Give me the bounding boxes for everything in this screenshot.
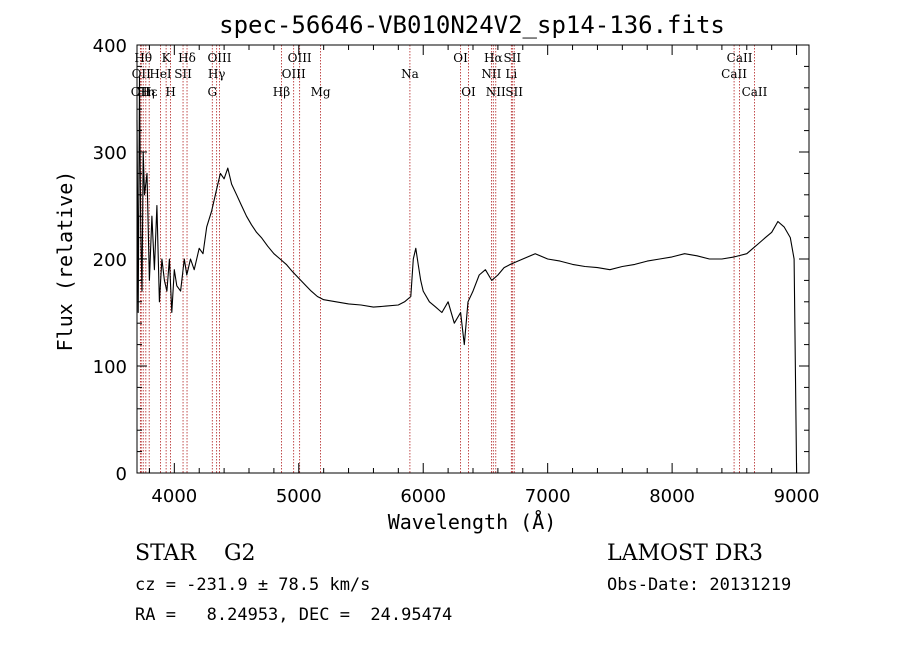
spectrum-series-line	[136, 76, 798, 474]
x-tick-label-5: 9000	[774, 486, 820, 507]
y-axis-ticks: 0 100 200 300 400	[93, 36, 809, 485]
line-label-20: NII	[481, 67, 501, 81]
line-label-10: G	[207, 85, 217, 99]
line-label-19: OI	[461, 85, 476, 99]
line-label-11: Hγ	[208, 67, 226, 81]
line-label-26: CaII	[721, 67, 747, 81]
redshift-velocity: cz = -231.9 ± 78.5 km/s	[135, 575, 370, 595]
line-label-14: OIII	[282, 67, 306, 81]
x-axis-label: Wavelength (Å)	[388, 510, 557, 534]
line-label-12: OIII	[207, 51, 231, 65]
line-label-4: Hε	[141, 85, 158, 99]
line-label-25: SII	[505, 85, 523, 99]
x-tick-label-2: 6000	[400, 486, 446, 507]
line-label-21: Hα	[484, 51, 503, 65]
y-tick-label-4: 400	[93, 36, 127, 57]
line-label-8: SII	[174, 67, 192, 81]
line-label-0: OII	[131, 85, 151, 99]
line-label-16: Mg	[311, 85, 331, 99]
line-label-17: Na	[401, 67, 419, 81]
line-label-18: OI	[453, 51, 468, 65]
line-label-1: OII	[132, 67, 152, 81]
y-tick-label-0: 0	[116, 464, 127, 485]
y-tick-label-3: 300	[93, 143, 127, 164]
object-class: STAR G2	[135, 541, 256, 566]
line-label-27: CaII	[727, 51, 753, 65]
line-label-6: K	[162, 51, 172, 65]
y-tick-label-2: 200	[93, 250, 127, 271]
y-axis-label: Flux (relative)	[53, 171, 77, 352]
line-label-24: SII	[503, 51, 521, 65]
line-label-13: Hβ	[273, 85, 290, 99]
line-label-7: H	[165, 85, 175, 99]
line-label-2: Hθ	[134, 51, 152, 65]
chart-title: spec-56646-VB010N24V2_sp14-136.fits	[219, 11, 725, 39]
line-label-5: HeI	[149, 67, 172, 81]
line-label-28: CaII	[742, 85, 768, 99]
line-label-23: Li	[505, 67, 517, 81]
line-label-3: Hη	[137, 85, 155, 99]
survey-name: LAMOST DR3	[607, 541, 763, 566]
coordinates: RA = 8.24953, DEC = 24.95474	[135, 605, 452, 625]
x-tick-label-4: 8000	[649, 486, 695, 507]
observation-date: Obs-Date: 20131219	[607, 575, 791, 595]
y-tick-label-1: 100	[93, 357, 127, 378]
line-label-15: OIII	[288, 51, 312, 65]
x-axis-ticks: 4000 5000 6000 7000 8000 9000	[148, 45, 820, 507]
line-label-9: Hδ	[178, 51, 196, 65]
x-tick-label-3: 7000	[525, 486, 571, 507]
x-tick-label-0: 4000	[151, 486, 197, 507]
x-tick-label-1: 5000	[276, 486, 322, 507]
line-label-22: NII	[486, 85, 506, 99]
